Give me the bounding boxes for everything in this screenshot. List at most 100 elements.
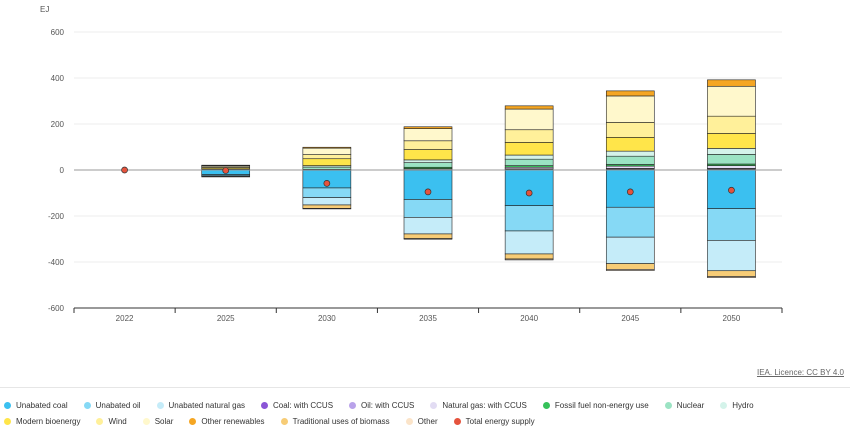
bar-segment (302, 154, 352, 160)
legend-item[interactable]: Other renewables (189, 414, 265, 429)
bar-segment (707, 79, 756, 87)
bar-segment (302, 146, 352, 149)
legend-label: Traditional uses of biomass (292, 417, 390, 426)
legend-item[interactable]: Oil: with CCUS (349, 398, 414, 413)
stacked-bar-chart: EJ 600 400 200 0 -200 -400 -600 2022 2025 2030 2035… (40, 5, 783, 323)
bar-segment (403, 199, 453, 218)
legend-item[interactable]: Modern bioenergy (4, 414, 80, 429)
legend-item[interactable]: Wind (96, 414, 127, 429)
x-tick-label: 2035 (419, 314, 437, 323)
x-tick-label: 2025 (217, 314, 235, 323)
legend-swatch-icon (4, 418, 11, 425)
legend-item[interactable]: Hydro (720, 398, 754, 413)
legend-label: Unabated oil (95, 401, 141, 410)
legend-label: Nuclear (676, 401, 705, 410)
bar-segment (302, 166, 352, 170)
legend-item[interactable]: Total energy supply (453, 414, 535, 429)
total-energy-supply-point (222, 167, 230, 174)
bar-segment (403, 140, 453, 150)
legend-item[interactable]: Unabated natural gas (156, 398, 246, 413)
bar-segment (707, 276, 756, 278)
chart-legend: Unabated coal Unabated oil Unabated natura… (4, 398, 846, 430)
y-tick-label: 200 (51, 120, 65, 129)
bar-segment (504, 158, 554, 166)
bar-segment (302, 197, 352, 206)
legend-label: Solar (154, 417, 174, 426)
bar-segment (403, 217, 453, 235)
bar-segment (504, 108, 554, 131)
bar-segment (605, 269, 655, 271)
legend-label: Wind (108, 417, 127, 426)
total-energy-supply-point (626, 188, 634, 196)
y-tick-label: 400 (51, 74, 65, 83)
bar-segment (504, 129, 554, 143)
legend-swatch-icon (430, 402, 438, 409)
legend-swatch-icon (142, 418, 150, 425)
x-tick-label: 2045 (621, 314, 639, 323)
bar-segment (504, 169, 554, 206)
legend-item[interactable]: Coal: with CCUS (261, 398, 333, 413)
y-tick-label: -400 (48, 258, 65, 267)
legend-item[interactable]: Solar (142, 414, 174, 429)
bar-segment (504, 105, 554, 110)
licence-link[interactable]: IEA. Licence: CC BY 4.0 (756, 368, 844, 377)
legend-label: Oil: with CCUS (361, 401, 415, 410)
legend-swatch-icon (720, 402, 728, 409)
legend-label: Unabated natural gas (168, 401, 246, 410)
bar-segment (504, 230, 554, 255)
legend-label: Coal: with CCUS (273, 401, 334, 410)
legend-swatch-icon (4, 402, 11, 409)
bar-segment (403, 233, 453, 239)
legend-swatch-icon (453, 418, 461, 425)
bar-segment (302, 204, 352, 209)
total-energy-supply-point (121, 166, 128, 174)
bar-segment (403, 162, 453, 168)
bar-segment (504, 142, 554, 156)
y-axis-label: EJ (40, 5, 49, 14)
bar-segment (504, 253, 554, 260)
bar-segment (605, 137, 655, 152)
legend-item[interactable]: Natural gas: with CCUS (430, 398, 527, 413)
y-tick-label: 600 (51, 28, 65, 37)
legend-item[interactable]: Other (405, 414, 438, 429)
bar-segment (201, 164, 251, 166)
legend-item[interactable]: Fossil fuel non-energy use (542, 398, 649, 413)
bar-segment (403, 126, 453, 129)
legend-swatch-icon (280, 418, 288, 425)
bar-segment (403, 149, 453, 161)
bar-segment (605, 90, 655, 97)
legend-item[interactable]: Nuclear (664, 398, 705, 413)
legend-swatch-icon (405, 418, 413, 425)
bar-segment (302, 208, 352, 210)
bar-segment (403, 128, 453, 142)
y-tick-label: -200 (48, 212, 65, 221)
x-tick-label: 2030 (318, 314, 336, 323)
legend-item[interactable]: Traditional uses of biomass (280, 414, 390, 429)
total-energy-supply-point (728, 186, 735, 194)
legend-label: Total energy supply (465, 417, 535, 426)
bar-segment (302, 158, 352, 166)
legend-label: Hydro (732, 401, 754, 410)
legend-item[interactable]: Unabated oil (83, 398, 141, 413)
bar-segment (403, 238, 453, 240)
legend-swatch-icon (83, 402, 91, 409)
bar-segment (707, 133, 756, 149)
bar-segment (707, 148, 756, 155)
bar-segment (605, 122, 655, 138)
legend-label: Other (417, 417, 438, 426)
bar-segment (605, 95, 655, 123)
legend-item[interactable]: Unabated coal (4, 398, 68, 413)
legend-swatch-icon (664, 402, 672, 409)
y-tick-label: -600 (48, 304, 65, 313)
legend-swatch-icon (542, 402, 550, 409)
legend-label: Other renewables (201, 417, 265, 426)
bar-segment (707, 165, 756, 169)
legend-label: Natural gas: with CCUS (442, 401, 527, 410)
bar-segment (707, 270, 756, 277)
legend-swatch-icon (349, 402, 357, 409)
bar-segment (605, 155, 655, 165)
bar-segment (605, 206, 655, 238)
bar-segment (302, 147, 352, 155)
total-energy-supply-point (525, 189, 533, 197)
y-tick-label: 0 (60, 166, 65, 175)
